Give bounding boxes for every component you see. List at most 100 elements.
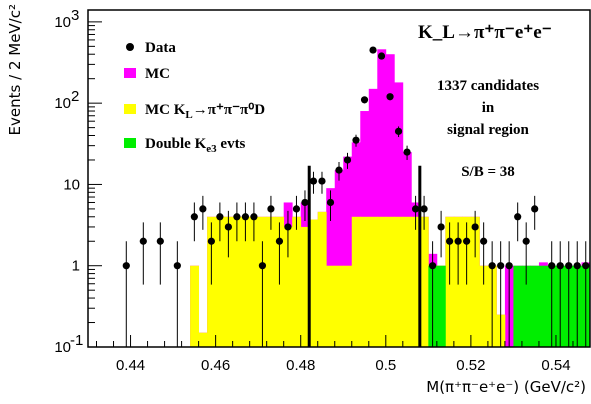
data-point-8 bbox=[224, 223, 232, 231]
bar-1-12 bbox=[292, 216, 302, 347]
x-tick-label-3: 0.5 bbox=[375, 357, 396, 374]
data-point-23 bbox=[352, 136, 360, 144]
legend-label-1: MC bbox=[145, 66, 170, 82]
x-axis-ticks: 0.44 0.46 0.48 0.5 0.52 0.54 bbox=[96, 335, 591, 374]
data-point-49 bbox=[582, 262, 590, 270]
data-point-1 bbox=[139, 237, 147, 245]
data-point-27 bbox=[386, 93, 394, 101]
data-point-35 bbox=[454, 237, 462, 245]
bar-2-40 bbox=[530, 265, 540, 347]
x-tick-label-1: 0.46 bbox=[201, 357, 230, 374]
legend-marker-1 bbox=[124, 68, 136, 78]
data-points bbox=[122, 46, 590, 347]
bar-0-17 bbox=[334, 170, 344, 347]
bar-1-7 bbox=[249, 216, 259, 347]
data-point-12 bbox=[258, 262, 267, 270]
data-point-17 bbox=[301, 198, 309, 207]
y-tick-label-0: 10 bbox=[54, 14, 71, 31]
data-point-22 bbox=[343, 156, 352, 164]
bar-2-39 bbox=[521, 265, 531, 347]
annotation-line-4: S/B = 38 bbox=[461, 164, 515, 180]
bar-1-33 bbox=[470, 216, 480, 347]
x-tick-label-0: 0.44 bbox=[116, 357, 145, 374]
bar-1-27 bbox=[419, 216, 429, 347]
annotation-line-1: 1337 candidates bbox=[437, 78, 539, 94]
bar-1-24 bbox=[394, 216, 404, 347]
y-axis-title: Events / 2 MeV/c² bbox=[6, 4, 24, 135]
x-axis-title: M(π⁺π⁻e⁺e⁻) (GeV/c²) bbox=[426, 378, 586, 396]
data-point-20 bbox=[326, 198, 335, 207]
bar-1-17 bbox=[334, 265, 344, 347]
bar-2-41 bbox=[538, 265, 548, 347]
data-point-29 bbox=[403, 148, 411, 156]
bar-1-21 bbox=[368, 216, 378, 347]
bar-1-22 bbox=[377, 216, 387, 347]
y-tick-label-1: 10 bbox=[54, 95, 71, 112]
bar-0-24 bbox=[394, 82, 404, 348]
bar-1-14 bbox=[309, 219, 319, 347]
data-point-34 bbox=[446, 237, 454, 245]
bar-1-23 bbox=[385, 216, 395, 347]
data-point-36 bbox=[463, 237, 471, 245]
bar-0-22 bbox=[377, 49, 387, 348]
bar-1-9 bbox=[266, 216, 276, 347]
data-point-40 bbox=[497, 262, 505, 270]
legend: Data MC MC KL→π⁺π⁻π⁰D Double Ke3 evts bbox=[124, 40, 265, 155]
data-point-9 bbox=[233, 213, 241, 221]
bar-1-13 bbox=[300, 226, 310, 347]
data-point-18 bbox=[309, 177, 318, 185]
bar-1-0 bbox=[190, 265, 200, 347]
data-point-43 bbox=[522, 237, 530, 245]
plot-frame bbox=[87, 9, 591, 348]
data-point-6 bbox=[207, 237, 215, 245]
data-point-7 bbox=[216, 213, 224, 221]
bar-1-26 bbox=[411, 216, 421, 347]
y-tick-label-4: 10 bbox=[54, 339, 71, 356]
data-point-26 bbox=[377, 52, 386, 60]
data-point-11 bbox=[250, 213, 258, 221]
bar-1-4 bbox=[224, 216, 234, 347]
data-point-38 bbox=[480, 237, 488, 245]
data-point-13 bbox=[267, 205, 275, 213]
annotation-line-3: signal region bbox=[447, 122, 529, 138]
data-point-39 bbox=[488, 262, 496, 270]
data-point-16 bbox=[292, 205, 301, 213]
data-point-47 bbox=[565, 262, 573, 270]
bar-1-19 bbox=[351, 216, 361, 347]
data-point-28 bbox=[394, 127, 403, 135]
data-point-21 bbox=[335, 166, 343, 174]
data-point-42 bbox=[514, 213, 522, 221]
data-point-15 bbox=[284, 223, 292, 231]
data-point-41 bbox=[505, 262, 513, 270]
bar-1-5 bbox=[232, 216, 242, 347]
y-tick-label-2: 10 bbox=[63, 176, 80, 193]
annotation-line-2: in bbox=[482, 100, 495, 116]
x-tick-label-4: 0.52 bbox=[456, 357, 485, 374]
signal-region-lines bbox=[307, 165, 422, 347]
bar-1-25 bbox=[402, 216, 412, 347]
data-point-32 bbox=[428, 262, 437, 270]
bar-0-23 bbox=[385, 54, 395, 348]
data-point-44 bbox=[531, 205, 539, 213]
signal-annotation: 1337 candidates in signal region S/B = 3… bbox=[437, 78, 539, 180]
data-point-10 bbox=[241, 213, 250, 221]
legend-label-0: Data bbox=[145, 40, 176, 56]
bar-2-38 bbox=[513, 265, 523, 347]
bar-1-18 bbox=[343, 265, 353, 347]
bar-0-18 bbox=[343, 156, 353, 347]
data-point-37 bbox=[471, 223, 479, 231]
bar-1-20 bbox=[360, 216, 370, 347]
data-point-33 bbox=[437, 223, 445, 231]
y-tick-exponent-4: -1 bbox=[70, 332, 83, 349]
legend-marker-3 bbox=[124, 138, 136, 148]
data-point-3 bbox=[173, 262, 181, 270]
bar-1-34 bbox=[479, 265, 489, 347]
x-tick-label-2: 0.48 bbox=[286, 357, 315, 374]
data-point-0 bbox=[122, 262, 130, 270]
data-point-45 bbox=[548, 262, 556, 270]
data-point-25 bbox=[369, 46, 377, 54]
bar-1-3 bbox=[215, 216, 225, 347]
bar-2-29 bbox=[436, 265, 446, 347]
data-point-19 bbox=[318, 177, 326, 185]
